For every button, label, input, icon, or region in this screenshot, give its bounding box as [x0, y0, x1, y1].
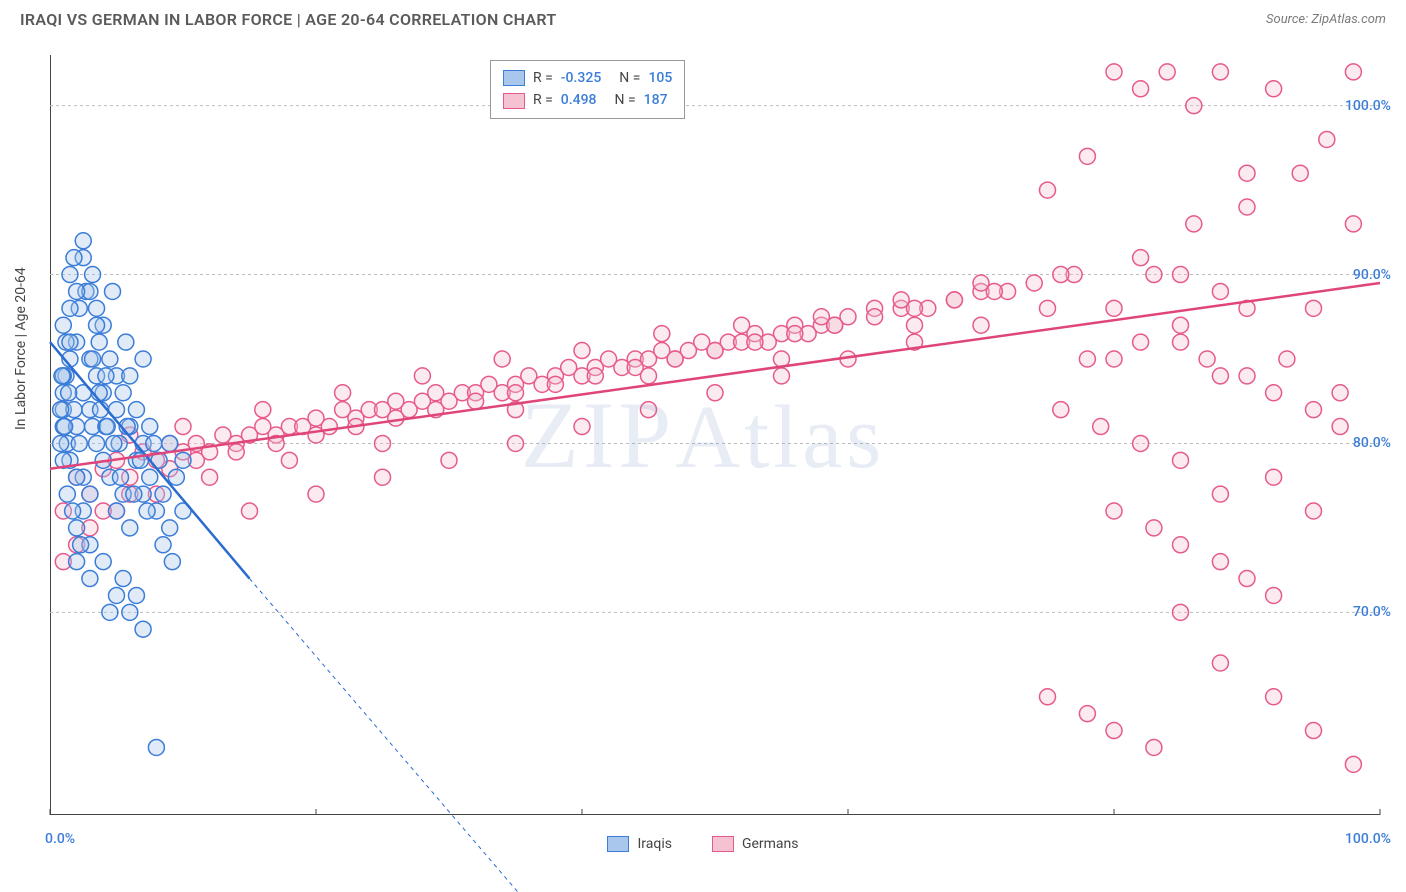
legend-label-iraqi: Iraqis: [637, 836, 671, 852]
legend-item-german: Germans: [712, 836, 799, 852]
swatch-iraqi: [503, 70, 525, 86]
swatch-iraqi: [607, 836, 629, 852]
legend-n-german: 187: [644, 89, 668, 111]
y-tick-label: 100.0%: [1345, 98, 1391, 114]
swatch-german: [712, 836, 734, 852]
y-tick-label: 90.0%: [1353, 267, 1391, 283]
legend-r-iraqi: -0.325: [561, 67, 601, 89]
source-label: Source: ZipAtlas.com: [1266, 12, 1386, 27]
y-axis-label: In Labor Force | Age 20-64: [13, 267, 29, 430]
y-tick-label: 70.0%: [1353, 604, 1391, 620]
legend-row-german: R = 0.498 N = 187: [503, 89, 672, 111]
series-legend: Iraqis Germans: [0, 836, 1406, 852]
legend-label-german: Germans: [742, 836, 799, 852]
legend-n-label: N =: [615, 89, 636, 111]
swatch-german: [503, 93, 525, 109]
legend-n-iraqi: 105: [648, 67, 672, 89]
plot-svg: [50, 55, 1380, 815]
legend-r-label: R =: [533, 67, 553, 89]
chart-title: IRAQI VS GERMAN IN LABOR FORCE | AGE 20-…: [20, 10, 557, 29]
header: IRAQI VS GERMAN IN LABOR FORCE | AGE 20-…: [0, 0, 1406, 34]
legend-row-iraqi: R = -0.325 N = 105: [503, 67, 672, 89]
legend-r-label: R =: [533, 89, 553, 111]
legend-item-iraqi: Iraqis: [607, 836, 671, 852]
y-tick-label: 80.0%: [1353, 435, 1391, 451]
legend-n-label: N =: [619, 67, 640, 89]
chart-container: IRAQI VS GERMAN IN LABOR FORCE | AGE 20-…: [0, 0, 1406, 892]
legend-r-german: 0.498: [561, 89, 597, 111]
correlation-legend: R = -0.325 N = 105 R = 0.498 N = 187: [490, 60, 685, 119]
